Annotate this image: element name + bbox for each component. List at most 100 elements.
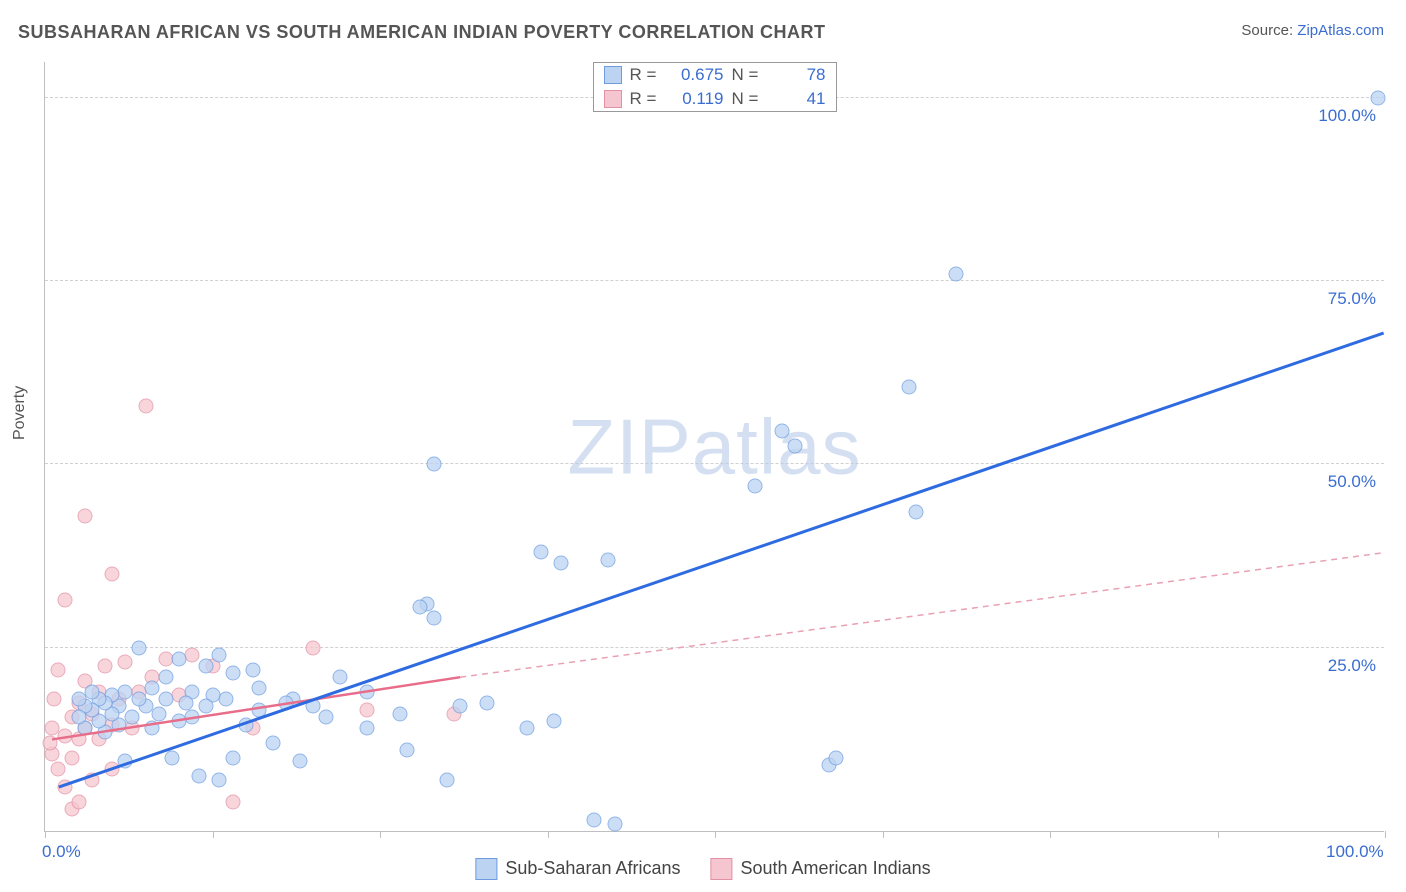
data-point: [84, 684, 99, 699]
data-point: [480, 695, 495, 710]
data-point: [909, 505, 924, 520]
data-point: [51, 662, 66, 677]
data-point: [225, 794, 240, 809]
data-point: [359, 684, 374, 699]
data-point: [306, 699, 321, 714]
y-tick-label: 75.0%: [1328, 289, 1376, 309]
data-point: [178, 695, 193, 710]
n-label: N =: [732, 65, 764, 85]
data-point: [399, 743, 414, 758]
data-point: [748, 479, 763, 494]
data-point: [58, 593, 73, 608]
data-point: [520, 721, 535, 736]
legend-row-pink: R = 0.119 N = 41: [594, 87, 836, 111]
data-point: [118, 754, 133, 769]
x-tick: [1050, 831, 1051, 838]
n-label: N =: [732, 89, 764, 109]
data-point: [84, 772, 99, 787]
data-point: [158, 692, 173, 707]
data-point: [265, 736, 280, 751]
data-point: [547, 714, 562, 729]
data-point: [172, 714, 187, 729]
swatch-pink-icon: [604, 90, 622, 108]
data-point: [71, 794, 86, 809]
r-value-blue: 0.675: [670, 65, 724, 85]
data-point: [78, 508, 93, 523]
data-point: [292, 754, 307, 769]
data-point: [426, 457, 441, 472]
data-point: [47, 692, 62, 707]
data-point: [145, 721, 160, 736]
legend-row-blue: R = 0.675 N = 78: [594, 63, 836, 87]
source-label: Source:: [1241, 22, 1297, 39]
data-point: [533, 545, 548, 560]
data-point: [185, 710, 200, 725]
y-tick-label: 50.0%: [1328, 472, 1376, 492]
legend-label-blue: Sub-Saharan Africans: [505, 858, 680, 878]
x-tick: [548, 831, 549, 838]
data-point: [828, 750, 843, 765]
swatch-pink-icon: [710, 858, 732, 880]
data-point: [118, 684, 133, 699]
data-point: [172, 651, 187, 666]
data-point: [158, 670, 173, 685]
chart-container: SUBSAHARAN AFRICAN VS SOUTH AMERICAN IND…: [0, 0, 1406, 892]
data-point: [71, 692, 86, 707]
data-point: [151, 706, 166, 721]
data-point: [138, 398, 153, 413]
data-point: [252, 681, 267, 696]
trend-lines-layer: [45, 62, 1384, 831]
x-tick: [1218, 831, 1219, 838]
data-point: [64, 750, 79, 765]
correlation-legend: R = 0.675 N = 78 R = 0.119 N = 41: [593, 62, 837, 112]
data-point: [426, 611, 441, 626]
source-attribution: Source: ZipAtlas.com: [1241, 22, 1384, 39]
data-point: [775, 424, 790, 439]
data-point: [218, 692, 233, 707]
data-point: [198, 659, 213, 674]
data-point: [393, 706, 408, 721]
data-point: [212, 648, 227, 663]
data-point: [607, 816, 622, 831]
y-tick-label: 25.0%: [1328, 656, 1376, 676]
data-point: [131, 692, 146, 707]
data-point: [332, 670, 347, 685]
legend-item-pink: South American Indians: [710, 858, 930, 880]
data-point: [359, 703, 374, 718]
swatch-blue-icon: [604, 66, 622, 84]
gridline: [45, 463, 1384, 464]
data-point: [949, 266, 964, 281]
data-point: [43, 736, 58, 751]
gridline: [45, 280, 1384, 281]
gridline: [45, 647, 1384, 648]
y-axis-label: Poverty: [11, 386, 29, 440]
data-point: [413, 600, 428, 615]
data-point: [788, 439, 803, 454]
r-value-pink: 0.119: [670, 89, 724, 109]
data-point: [225, 666, 240, 681]
data-point: [252, 703, 267, 718]
x-tick-label: 100.0%: [1326, 842, 1384, 862]
x-tick: [715, 831, 716, 838]
data-point: [212, 772, 227, 787]
data-point: [145, 681, 160, 696]
data-point: [319, 710, 334, 725]
x-tick: [883, 831, 884, 838]
data-point: [359, 721, 374, 736]
data-point: [239, 717, 254, 732]
data-point: [553, 556, 568, 571]
data-point: [98, 659, 113, 674]
source-link[interactable]: ZipAtlas.com: [1297, 22, 1384, 39]
series-legend: Sub-Saharan Africans South American Indi…: [475, 858, 930, 880]
y-tick-label: 100.0%: [1318, 106, 1376, 126]
data-point: [58, 780, 73, 795]
data-point: [198, 699, 213, 714]
legend-item-blue: Sub-Saharan Africans: [475, 858, 680, 880]
data-point: [185, 648, 200, 663]
data-point: [306, 640, 321, 655]
data-point: [51, 761, 66, 776]
x-tick: [45, 831, 46, 838]
data-point: [600, 552, 615, 567]
data-point: [105, 567, 120, 582]
trend-line: [460, 553, 1383, 678]
